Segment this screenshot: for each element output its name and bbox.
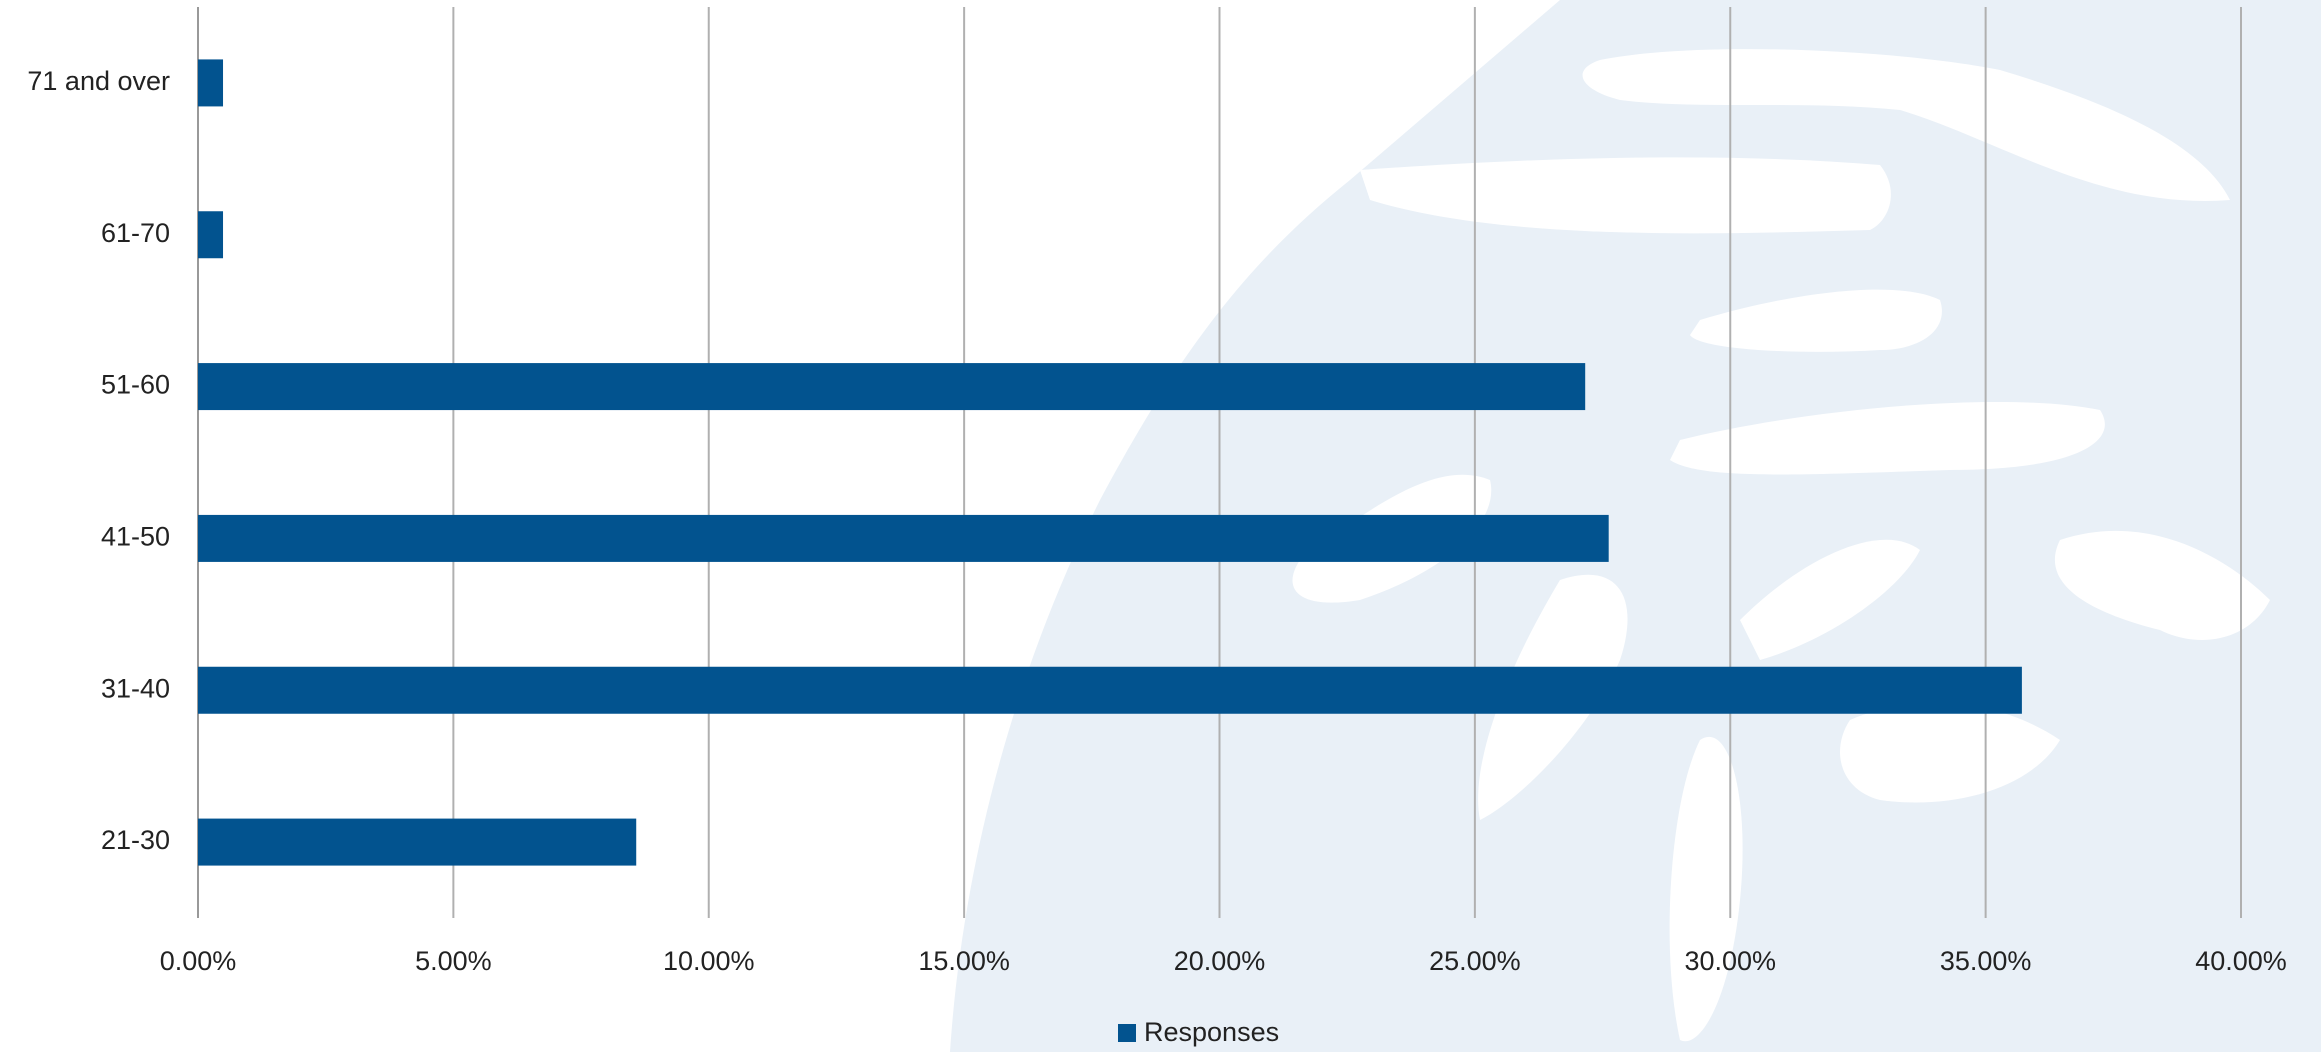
legend-swatch (1118, 1024, 1136, 1042)
y-tick-label: 51-60 (101, 370, 170, 400)
x-tick-label: 5.00% (415, 946, 492, 976)
x-tick-label: 25.00% (1429, 946, 1521, 976)
x-tick-label: 15.00% (918, 946, 1010, 976)
legend-label: Responses (1144, 1017, 1279, 1047)
x-tick-label: 20.00% (1174, 946, 1266, 976)
bar (198, 514, 1609, 562)
x-tick-label: 40.00% (2195, 946, 2287, 976)
y-tick-label: 31-40 (101, 673, 170, 703)
y-tick-label: 61-70 (101, 218, 170, 248)
x-tick-label: 10.00% (663, 946, 755, 976)
legend: Responses (1118, 1017, 1279, 1047)
x-tick-label: 35.00% (1940, 946, 2032, 976)
bar (198, 363, 1586, 411)
x-tick-label: 0.00% (160, 946, 237, 976)
y-tick-label: 41-50 (101, 522, 170, 552)
bar (198, 211, 224, 259)
x-tick-label: 30.00% (1684, 946, 1776, 976)
y-tick-label: 21-30 (101, 825, 170, 855)
bar (198, 666, 2022, 714)
bar (198, 59, 224, 107)
bar (198, 818, 637, 866)
y-tick-label: 71 and over (27, 66, 170, 96)
